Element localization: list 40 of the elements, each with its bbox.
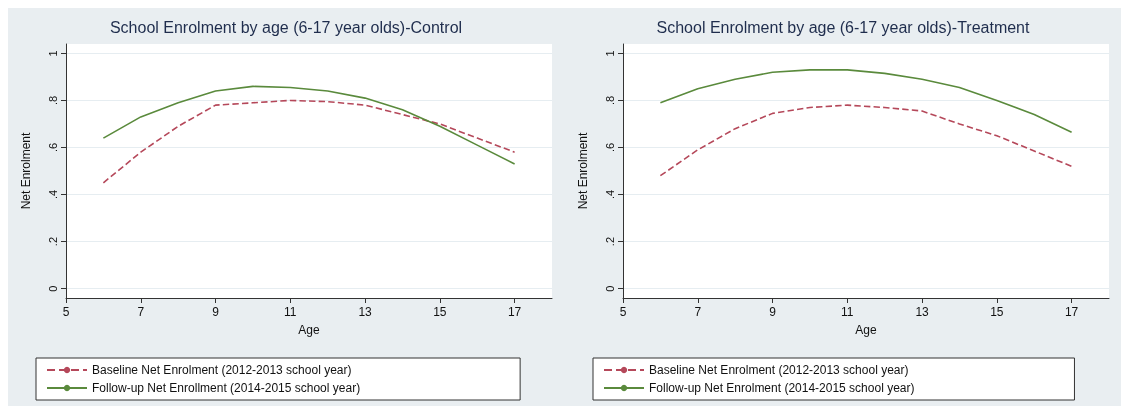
y-axis-title: Net Enrolment (19, 131, 33, 210)
y-tick-label: .8 (46, 95, 59, 106)
chart-title: School Enrolment by age (6-17 year olds)-Treatment (656, 18, 1031, 36)
x-tick-label: 17 (1064, 305, 1079, 319)
line-series (102, 85, 516, 165)
x-tick-label: 9 (769, 305, 777, 319)
legend-label: Baseline Net Enrolment (2012-2013 school year) (92, 363, 352, 377)
y-tick-label: .2 (46, 236, 59, 247)
line-series (659, 104, 1073, 177)
y-axis-title: Net Enrolment (576, 131, 590, 210)
x-tick-label: 17 (507, 305, 522, 319)
y-tick-label: 1 (603, 50, 616, 57)
y-tick-label: .6 (46, 142, 59, 153)
line-series (659, 69, 1073, 133)
x-tick-label: 11 (841, 305, 854, 319)
legend-label: Baseline Net Enrolment (2012-2013 school year) (649, 363, 909, 377)
x-tick-label: 9 (212, 305, 220, 319)
x-tick-label: 11 (284, 305, 297, 319)
y-tick-label: .6 (603, 142, 616, 153)
y-tick-label: .4 (46, 189, 59, 200)
x-tick-label: 13 (358, 305, 373, 319)
x-tick-label: 5 (62, 305, 70, 319)
chart-title: School Enrolment by age (6-17 year olds)-Control (109, 18, 463, 36)
x-axis-title: Age (855, 323, 877, 337)
y-tick-label: 1 (46, 50, 59, 57)
y-tick-label: 0 (603, 285, 616, 292)
legend-label: Follow-up Net Enrollment (2014-2015 school year) (92, 381, 361, 395)
y-tick-label: .2 (603, 236, 616, 247)
x-tick-label: 5 (619, 305, 627, 319)
legend-label: Follow-up Net Enrolment (2014-2015 school year) (649, 381, 915, 395)
x-tick-label: 13 (915, 305, 930, 319)
x-tick-label: 7 (694, 305, 702, 319)
y-tick-label: 0 (46, 285, 59, 292)
x-tick-label: 15 (433, 305, 447, 319)
line-series (102, 99, 516, 184)
x-axis-title: Age (298, 323, 320, 337)
y-tick-label: .4 (603, 189, 616, 200)
y-tick-label: .8 (603, 95, 616, 106)
x-tick-label: 7 (137, 305, 145, 319)
x-tick-label: 15 (990, 305, 1004, 319)
